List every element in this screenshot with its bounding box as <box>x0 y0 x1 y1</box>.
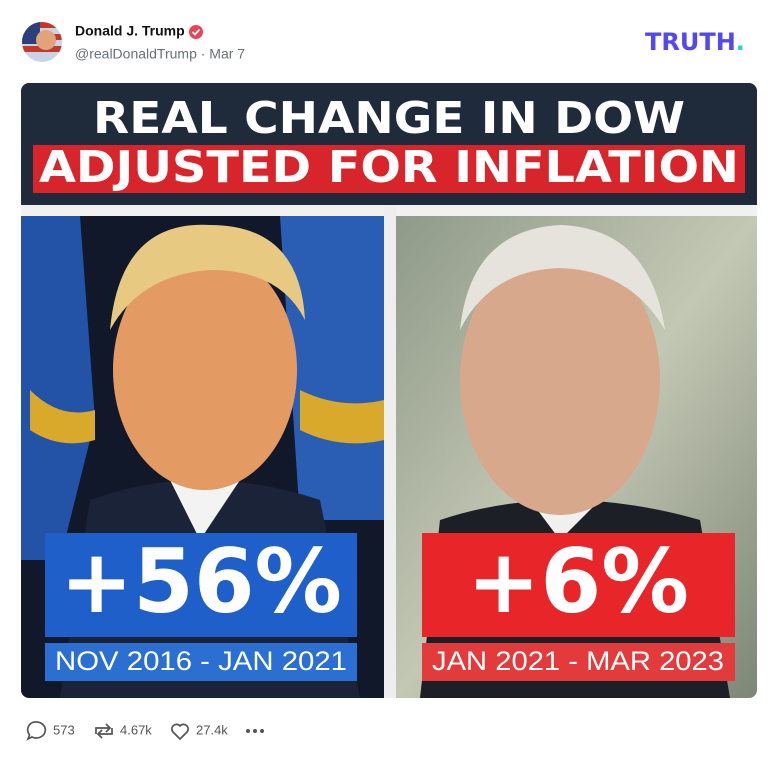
more-button[interactable] <box>246 729 264 733</box>
post-meta: @realDonaldTrump · Mar 7 <box>75 46 245 62</box>
like-count: 27.4k <box>196 722 228 737</box>
avatar[interactable] <box>22 22 62 62</box>
verified-badge <box>189 25 203 39</box>
right-change: +6% <box>467 530 689 633</box>
post-image[interactable] <box>21 83 757 698</box>
image-subtitle: ADJUSTED FOR INFLATION <box>39 142 739 193</box>
reply-button[interactable]: 573 <box>26 721 75 741</box>
right-period: JAN 2021 - MAR 2023 <box>432 646 724 676</box>
author-name[interactable]: Donald J. Trump <box>75 23 185 39</box>
like-button[interactable]: 27.4k <box>171 722 228 741</box>
left-period: NOV 2016 - JAN 2021 <box>55 646 347 676</box>
reply-count: 573 <box>53 722 75 737</box>
left-change: +56% <box>60 530 342 633</box>
repost-button[interactable]: 4.67k <box>95 722 152 739</box>
image-title: REAL CHANGE IN DOW <box>93 93 685 144</box>
logo[interactable]: TRUTH. <box>645 28 745 56</box>
logo-word: TRUTH <box>645 28 736 56</box>
repost-count: 4.67k <box>120 722 152 737</box>
logo-dot: . <box>736 28 745 56</box>
